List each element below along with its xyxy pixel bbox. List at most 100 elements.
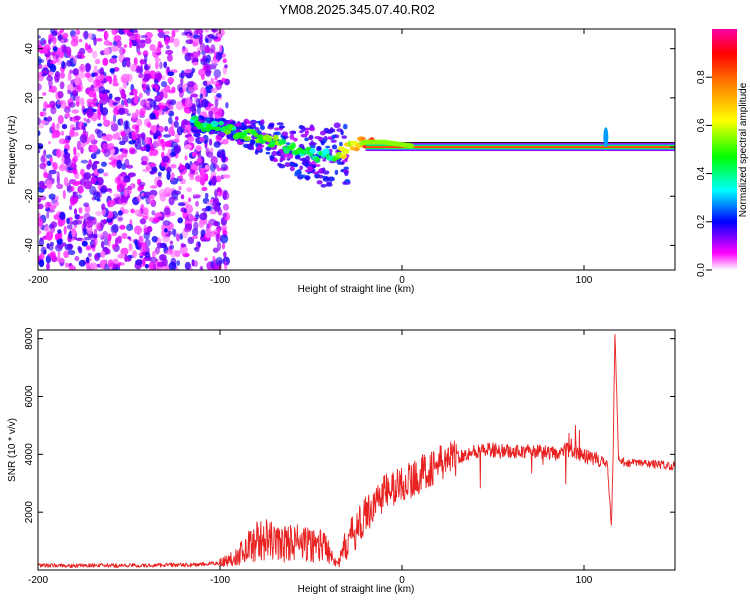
noise-blob bbox=[90, 153, 97, 160]
signal-blob bbox=[260, 119, 265, 125]
noise-blob bbox=[149, 112, 156, 120]
noise-blob bbox=[195, 29, 204, 34]
noise-blob bbox=[216, 175, 222, 183]
noise-blob bbox=[204, 192, 209, 199]
noise-blob bbox=[224, 64, 228, 69]
noise-blob bbox=[43, 110, 47, 117]
noise-blob bbox=[57, 91, 64, 99]
noise-blob bbox=[155, 61, 159, 70]
spectrogram-ytick-label: -40 bbox=[24, 238, 35, 253]
noise-blob bbox=[151, 235, 158, 243]
snr-marks bbox=[38, 334, 675, 569]
noise-blob bbox=[68, 101, 76, 108]
noise-blob bbox=[157, 171, 162, 176]
noise-blob bbox=[205, 232, 212, 239]
noise-blob bbox=[205, 65, 211, 71]
noise-blob bbox=[193, 87, 199, 91]
signal-blob bbox=[294, 155, 301, 160]
noise-blob bbox=[144, 264, 149, 269]
noise-blob bbox=[95, 210, 103, 217]
noise-blob bbox=[69, 129, 75, 138]
noise-blob bbox=[54, 233, 60, 241]
noise-blob bbox=[85, 118, 91, 124]
noise-blob bbox=[78, 38, 83, 43]
noise-blob bbox=[157, 31, 166, 39]
noise-blob bbox=[86, 107, 95, 117]
signal-blob bbox=[322, 177, 330, 182]
noise-blob bbox=[186, 81, 195, 88]
noise-blob bbox=[178, 88, 184, 98]
noise-blob bbox=[154, 57, 161, 62]
noise-blob bbox=[168, 89, 176, 94]
noise-blob bbox=[94, 85, 99, 92]
noise-blob bbox=[40, 184, 48, 189]
noise-blob bbox=[78, 259, 86, 267]
noise-blob bbox=[108, 161, 117, 166]
noise-blob bbox=[39, 162, 46, 170]
noise-blob bbox=[97, 68, 104, 75]
ridge-region bbox=[189, 115, 378, 163]
noise-blob bbox=[66, 60, 72, 67]
signal-blob bbox=[235, 121, 242, 127]
noise-blob bbox=[185, 124, 192, 132]
noise-blob bbox=[201, 186, 208, 192]
noise-blob bbox=[144, 143, 151, 152]
noise-blob bbox=[191, 235, 199, 239]
noise-blob bbox=[67, 89, 71, 94]
noise-blob bbox=[46, 211, 50, 219]
noise-blob bbox=[173, 120, 179, 128]
noise-blob bbox=[202, 80, 208, 87]
spectrogram-frame bbox=[37, 28, 676, 271]
noise-blob bbox=[127, 172, 136, 177]
noise-blob bbox=[141, 161, 148, 166]
signal-blob bbox=[327, 136, 333, 140]
noise-blob bbox=[48, 38, 52, 45]
noise-blob bbox=[90, 176, 97, 185]
noise-blob bbox=[51, 122, 56, 132]
noise-blob bbox=[91, 247, 96, 252]
noise-blob bbox=[113, 193, 121, 198]
noise-blob bbox=[73, 115, 81, 121]
noise-blob bbox=[145, 101, 150, 107]
carrier-region bbox=[359, 127, 675, 152]
noise-blob bbox=[73, 225, 78, 229]
noise-blob bbox=[223, 251, 227, 258]
noise-blob bbox=[208, 138, 213, 146]
noise-blob bbox=[89, 144, 98, 153]
ridge-blob bbox=[216, 126, 222, 131]
noise-blob bbox=[57, 258, 65, 263]
noise-blob bbox=[197, 241, 201, 248]
signal-blob bbox=[321, 167, 326, 172]
noise-blob bbox=[59, 81, 65, 90]
snr-ticks: -200 -100 0 100 2000 4000 6000 8000 bbox=[24, 327, 675, 586]
noise-blob bbox=[51, 132, 56, 139]
noise-blob bbox=[116, 183, 121, 189]
noise-blob bbox=[158, 188, 167, 198]
colorbar-tick-label: 0.8 bbox=[696, 70, 707, 84]
noise-blob bbox=[43, 249, 47, 255]
noise-blob bbox=[194, 194, 201, 199]
signal-blob bbox=[339, 141, 343, 147]
noise-blob bbox=[38, 124, 45, 129]
noise-blob bbox=[57, 250, 61, 260]
ridge-blob bbox=[210, 120, 219, 128]
noise-blob bbox=[210, 156, 218, 165]
noise-blob bbox=[72, 219, 78, 226]
noise-blob bbox=[78, 207, 83, 214]
noise-blob bbox=[169, 152, 177, 157]
noise-blob bbox=[153, 263, 157, 270]
noise-blob bbox=[184, 155, 188, 161]
noise-blob bbox=[146, 92, 150, 96]
noise-blob bbox=[204, 257, 208, 262]
noise-blob bbox=[74, 77, 79, 86]
carrier-spike bbox=[603, 127, 609, 148]
noise-blob bbox=[43, 101, 48, 110]
signal-blob bbox=[316, 145, 322, 152]
signal-blob bbox=[334, 169, 339, 176]
noise-blob bbox=[70, 186, 75, 192]
noise-blob bbox=[83, 218, 87, 228]
noise-blob bbox=[221, 227, 227, 231]
colorbar: 0.0 0.2 0.4 0.6 0.8 Normalized spectral ampl… bbox=[696, 29, 749, 277]
noise-blob bbox=[96, 233, 104, 239]
